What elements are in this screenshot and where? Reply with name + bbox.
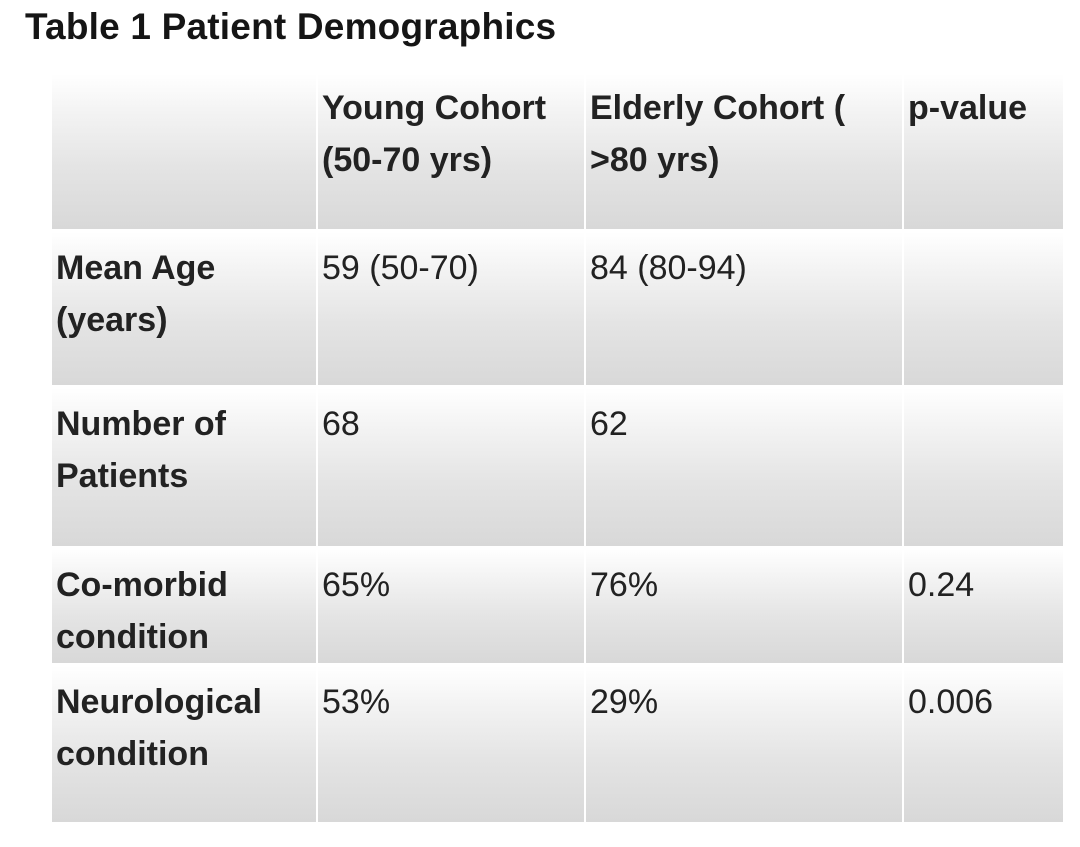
cell-elderly: 29% <box>586 666 904 825</box>
cell-young: 53% <box>318 666 586 825</box>
cell-p-value: 0.24 <box>904 549 1063 666</box>
header-row: Young Cohort (50-70 yrs) Elderly Cohort … <box>52 74 1063 232</box>
row-label-co-morbid-condition: Co-morbid condition <box>52 549 318 666</box>
cell-p-value: 0.006 <box>904 666 1063 825</box>
table-row: Co-morbid condition 65% 76% 0.24 <box>52 549 1063 666</box>
cell-young: 59 (50-70) <box>318 232 586 388</box>
header-cell-elderly-cohort: Elderly Cohort ( >80 yrs) <box>586 74 904 232</box>
table-title: Table 1 Patient Demographics <box>25 6 557 47</box>
demographics-table: Young Cohort (50-70 yrs) Elderly Cohort … <box>52 74 1063 825</box>
table-row: Mean Age (years) 59 (50-70) 84 (80-94) <box>52 232 1063 388</box>
row-label-number-of-patients: Number of Patients <box>52 388 318 549</box>
table-row: Number of Patients 68 62 <box>52 388 1063 549</box>
cell-elderly: 62 <box>586 388 904 549</box>
cell-p-value <box>904 232 1063 388</box>
cell-young: 68 <box>318 388 586 549</box>
row-label-mean-age: Mean Age (years) <box>52 232 318 388</box>
row-label-neurological-condition: Neurological condition <box>52 666 318 825</box>
header-cell-p-value: p-value <box>904 74 1063 232</box>
cell-p-value <box>904 388 1063 549</box>
cell-young: 65% <box>318 549 586 666</box>
table-row: Neurological condition 53% 29% 0.006 <box>52 666 1063 825</box>
header-cell-empty <box>52 74 318 232</box>
cell-elderly: 84 (80-94) <box>586 232 904 388</box>
cell-elderly: 76% <box>586 549 904 666</box>
header-cell-young-cohort: Young Cohort (50-70 yrs) <box>318 74 586 232</box>
